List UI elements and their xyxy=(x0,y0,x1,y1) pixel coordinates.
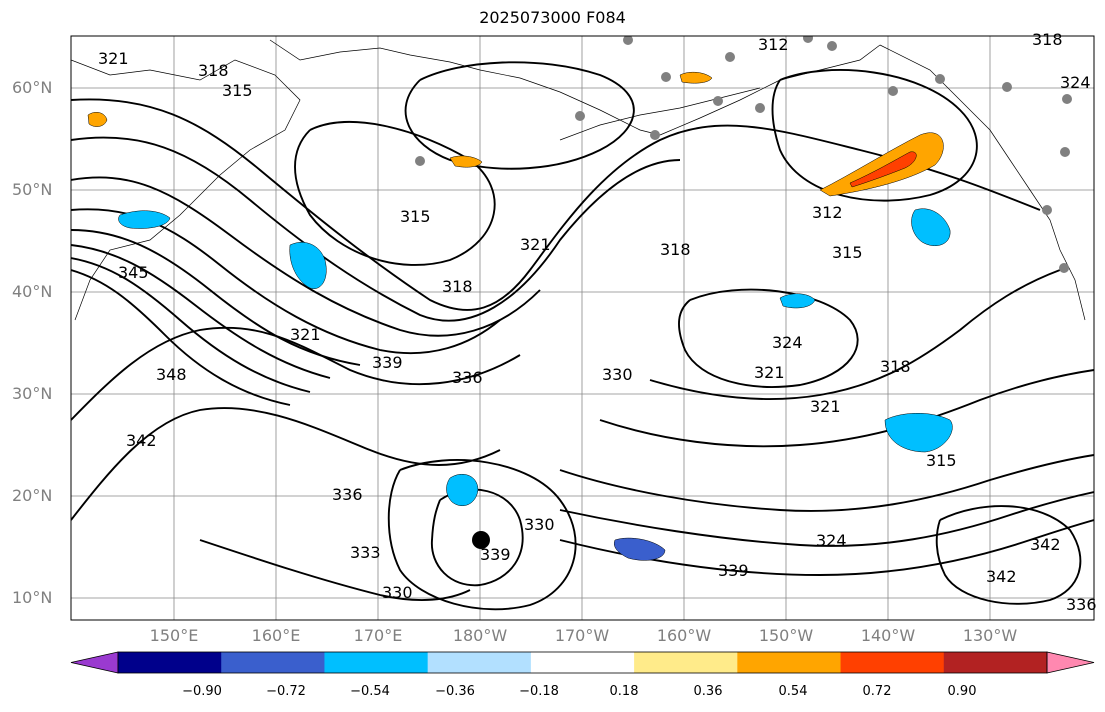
shade-blue-ne xyxy=(911,208,951,246)
colorbar-swatch xyxy=(634,652,738,673)
lon-label: 150°E xyxy=(149,626,199,645)
contour-label: 339 xyxy=(718,561,749,580)
contour-label: 321 xyxy=(754,363,785,382)
shade-blue-nw xyxy=(118,210,171,229)
contour-label: 336 xyxy=(452,368,483,387)
contour-label: 318 xyxy=(880,357,911,376)
contour-label: 330 xyxy=(382,583,413,602)
colorbar-swatch xyxy=(943,652,1048,673)
shaded-regions xyxy=(87,71,953,561)
lat-label: 60°N xyxy=(12,78,53,97)
contour-label: 315 xyxy=(400,207,431,226)
contour-label: 342 xyxy=(986,567,1017,586)
colorbar-tick-label: 0.18 xyxy=(609,684,639,699)
contour-label: 318 xyxy=(660,240,691,259)
lon-label: 180°W xyxy=(452,626,508,645)
contour-label: 321 xyxy=(520,235,551,254)
shade-blue-s xyxy=(614,537,666,561)
contour-label: 321 xyxy=(98,49,129,68)
lon-label: 170°W xyxy=(554,626,610,645)
colorbar-tick-label: −0.18 xyxy=(519,684,559,699)
shade-orange-n xyxy=(449,155,483,168)
contours xyxy=(71,61,1094,611)
lon-label: 140°W xyxy=(860,626,916,645)
contour-label: 321 xyxy=(810,397,841,416)
contour-label: 324 xyxy=(772,333,803,352)
map-frame xyxy=(70,35,1095,621)
shade-red-ne xyxy=(849,151,917,188)
colorbar-tick-label: −0.72 xyxy=(266,684,306,699)
contour-label: 345 xyxy=(118,263,149,282)
colorbar-swatch xyxy=(427,652,532,673)
colorbar-swatch xyxy=(221,652,325,673)
contour-label: 318 xyxy=(442,277,473,296)
contour-label: 321 xyxy=(290,325,321,344)
contour-label: 336 xyxy=(1066,595,1097,614)
contour-label: 339 xyxy=(372,353,403,372)
lon-label: 160°W xyxy=(656,626,712,645)
shade-orange-ne xyxy=(819,132,944,197)
contour-label: 342 xyxy=(126,431,157,450)
contour-label: 336 xyxy=(332,485,363,504)
contour-label: 315 xyxy=(222,81,253,100)
shade-blue-c xyxy=(446,474,479,506)
contour-label: 318 xyxy=(1032,30,1063,49)
colorbar-swatch xyxy=(324,652,429,673)
contour-label: 339 xyxy=(480,545,511,564)
contour-label: 348 xyxy=(156,365,187,384)
contour-label-group: 321 318 315 312 318 324 315 321 345 318 … xyxy=(98,30,1097,614)
colorbar-swatch xyxy=(840,652,945,673)
shade-blue-e xyxy=(884,413,953,453)
shade-blue-w xyxy=(289,242,327,290)
lat-label: 40°N xyxy=(12,282,53,301)
colorbar-extend-low xyxy=(70,651,119,674)
colorbar xyxy=(70,651,1095,674)
lon-label: 170°E xyxy=(353,626,403,645)
contour-label: 330 xyxy=(602,365,633,384)
contour-label: 315 xyxy=(926,451,957,470)
colorbar-tick-label: 0.72 xyxy=(862,684,892,699)
lat-label: 30°N xyxy=(12,384,53,403)
lon-label: 150°W xyxy=(758,626,814,645)
colorbar-tick-label: −0.54 xyxy=(350,684,390,699)
colorbar-swatch xyxy=(530,652,635,673)
lon-label: 130°W xyxy=(962,626,1018,645)
contour-label: 318 xyxy=(198,61,229,80)
colorbar-tick-label: −0.36 xyxy=(435,684,475,699)
station-markers xyxy=(415,36,1072,273)
colorbar-tick-label: 0.36 xyxy=(693,684,723,699)
contour-label: 312 xyxy=(758,35,789,54)
colorbar-frame xyxy=(117,651,1048,674)
shade-orange-ne2 xyxy=(679,71,713,84)
storm-center-marker xyxy=(472,531,490,549)
shade-orange-w xyxy=(87,112,108,127)
lon-label: 160°E xyxy=(251,626,301,645)
contour-label: 324 xyxy=(1060,73,1091,92)
colorbar-tick-label: 0.90 xyxy=(947,684,977,699)
lat-label: 50°N xyxy=(12,180,53,199)
colorbar-tick-label: 0.54 xyxy=(778,684,808,699)
colorbar-swatch xyxy=(118,652,222,673)
lat-label: 20°N xyxy=(12,486,53,505)
colorbar-extend-high xyxy=(1046,651,1095,674)
colorbar-swatch xyxy=(737,652,842,673)
contour-label: 312 xyxy=(812,203,843,222)
shade-blue-c2 xyxy=(779,293,816,309)
colorbar-tick-label: −0.90 xyxy=(182,684,222,699)
contour-label: 333 xyxy=(350,543,381,562)
lat-label: 10°N xyxy=(12,588,53,607)
contour-label: 315 xyxy=(832,243,863,262)
contour-label: 324 xyxy=(816,531,847,550)
contour-label: 342 xyxy=(1030,535,1061,554)
contour-label: 330 xyxy=(524,515,555,534)
map-title: 2025073000 F084 xyxy=(479,8,626,27)
